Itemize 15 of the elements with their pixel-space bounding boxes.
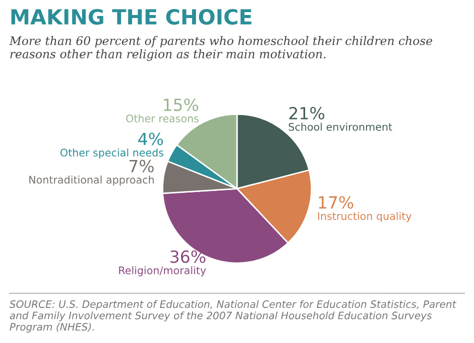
data-label: 7% <box>130 160 154 172</box>
slice-label: Other special needs <box>60 148 164 159</box>
slice-label: Nontraditional approach <box>29 176 154 186</box>
slice-label: Instruction quality <box>318 212 412 222</box>
data-label: 17% <box>318 196 354 209</box>
slice-label: School environment <box>288 122 392 131</box>
chart-title: MAKING THE CHOICE <box>11 8 252 25</box>
data-label: 36% <box>170 250 206 263</box>
data-label: 4% <box>138 132 163 146</box>
data-label: 15% <box>164 98 198 112</box>
chart-subtitle: More than 60 percent of parents who homeschool their children chose reasons other than religion as their main motivation. <box>9 36 432 61</box>
source-note: SOURCE: U.S. Department of Education, National Center for Education Statistics, Parent and Family Involvement Survey of the 2007 National Household Education Surveys Program (NHES). <box>10 300 456 333</box>
slice-label: Religion/morality <box>119 266 206 276</box>
slice-label: Other reasons <box>126 114 199 122</box>
data-label: 21% <box>289 106 324 120</box>
